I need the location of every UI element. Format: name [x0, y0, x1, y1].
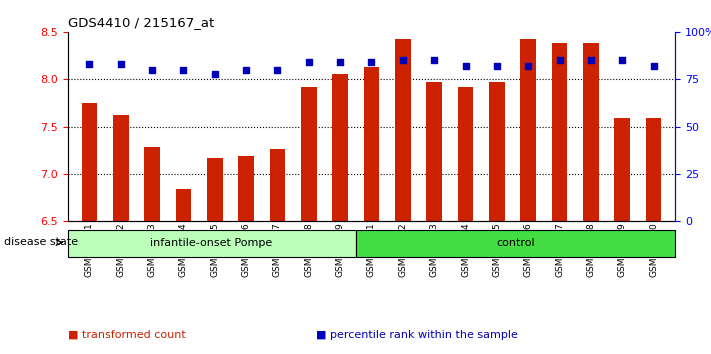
Bar: [176, 189, 191, 221]
Bar: [520, 39, 536, 221]
Point: [616, 57, 628, 63]
Point: [460, 63, 471, 69]
Point: [366, 59, 378, 65]
Text: ■ transformed count: ■ transformed count: [68, 330, 186, 339]
Bar: [489, 82, 505, 221]
Point: [84, 61, 95, 67]
Point: [115, 61, 127, 67]
Point: [334, 59, 346, 65]
Bar: [144, 147, 160, 221]
Point: [397, 57, 409, 63]
Point: [429, 57, 440, 63]
Bar: [238, 156, 254, 221]
Bar: [458, 87, 474, 221]
Text: GDS4410 / 215167_at: GDS4410 / 215167_at: [68, 16, 214, 29]
Point: [554, 57, 565, 63]
Point: [491, 63, 503, 69]
Point: [146, 67, 158, 73]
Bar: [583, 43, 599, 221]
Bar: [68, 230, 356, 257]
Bar: [207, 158, 223, 221]
Point: [240, 67, 252, 73]
Point: [209, 71, 220, 76]
Bar: [614, 118, 630, 221]
Point: [585, 57, 597, 63]
Text: disease state: disease state: [4, 238, 77, 247]
Bar: [113, 115, 129, 221]
Bar: [82, 103, 97, 221]
Bar: [332, 74, 348, 221]
Bar: [269, 149, 285, 221]
Text: ■ percentile rank within the sample: ■ percentile rank within the sample: [316, 330, 518, 339]
Point: [523, 63, 534, 69]
Bar: [356, 230, 675, 257]
Bar: [646, 118, 661, 221]
Point: [178, 67, 189, 73]
Text: infantile-onset Pompe: infantile-onset Pompe: [151, 238, 272, 249]
Point: [272, 67, 283, 73]
Bar: [427, 82, 442, 221]
Bar: [552, 43, 567, 221]
Point: [648, 63, 659, 69]
Point: [303, 59, 314, 65]
Bar: [363, 67, 380, 221]
Bar: [301, 87, 316, 221]
Bar: [395, 39, 411, 221]
Text: control: control: [496, 238, 535, 249]
